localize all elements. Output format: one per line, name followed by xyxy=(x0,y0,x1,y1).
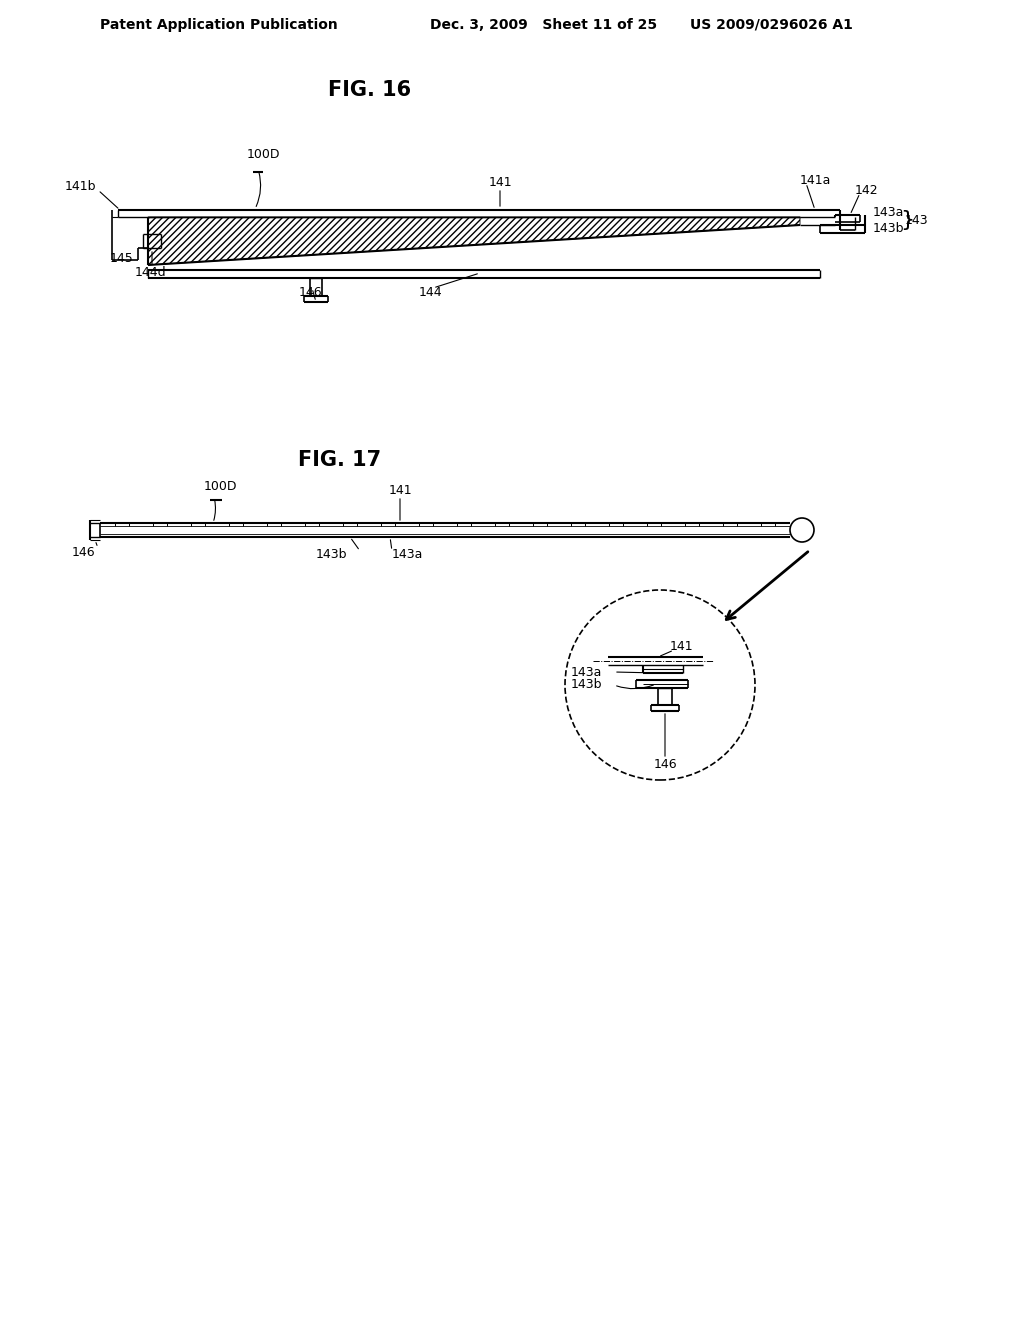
Text: 143a: 143a xyxy=(392,548,423,561)
Text: 143b: 143b xyxy=(873,222,904,235)
Text: Patent Application Publication: Patent Application Publication xyxy=(100,18,338,32)
Text: 146: 146 xyxy=(298,285,322,298)
Text: 146: 146 xyxy=(653,759,677,771)
Text: 144: 144 xyxy=(418,285,441,298)
Text: Dec. 3, 2009   Sheet 11 of 25: Dec. 3, 2009 Sheet 11 of 25 xyxy=(430,18,657,32)
Text: FIG. 17: FIG. 17 xyxy=(298,450,382,470)
Text: 143b: 143b xyxy=(570,678,602,692)
Text: 143a: 143a xyxy=(570,665,602,678)
Text: 142: 142 xyxy=(855,183,879,197)
Text: 144d: 144d xyxy=(134,265,166,279)
Text: 141: 141 xyxy=(670,640,693,653)
Text: 145: 145 xyxy=(110,252,134,264)
Text: 141: 141 xyxy=(388,483,412,496)
Text: 100D: 100D xyxy=(246,149,280,161)
Text: 100D: 100D xyxy=(203,480,237,494)
Text: 146: 146 xyxy=(72,545,95,558)
Text: FIG. 16: FIG. 16 xyxy=(329,81,412,100)
Text: 141: 141 xyxy=(488,176,512,189)
Text: 143: 143 xyxy=(905,214,929,227)
Text: 143a: 143a xyxy=(873,206,904,219)
Text: }: } xyxy=(900,210,914,230)
Text: US 2009/0296026 A1: US 2009/0296026 A1 xyxy=(690,18,853,32)
Text: 143b: 143b xyxy=(315,548,347,561)
Text: 141a: 141a xyxy=(800,173,831,186)
Text: 141b: 141b xyxy=(65,181,96,194)
